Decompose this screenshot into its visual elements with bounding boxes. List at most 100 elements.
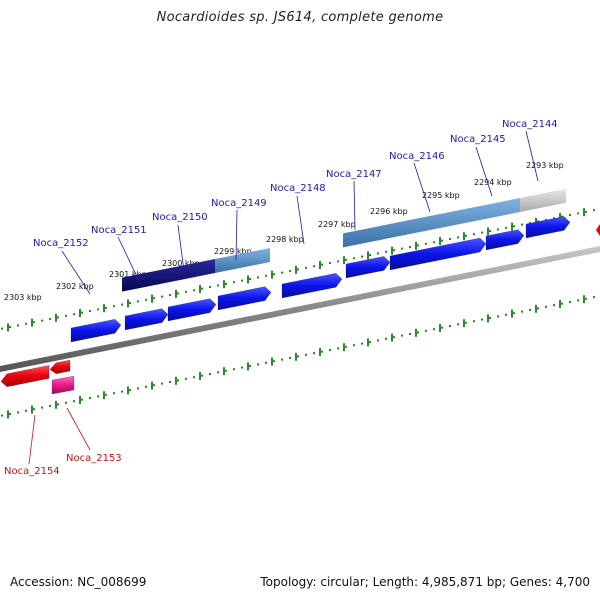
kbp-tick-label: 2301 kbp xyxy=(109,270,147,279)
kbp-tick-label: 2303 kbp xyxy=(4,293,42,302)
band-steel xyxy=(343,198,520,248)
upper-scale-dot xyxy=(225,282,227,285)
lower-scale-dot xyxy=(505,313,507,316)
gene-label-forward: Noca_2150 xyxy=(152,212,208,223)
lower-scale-dot xyxy=(185,377,187,380)
gene-arrow-reverse xyxy=(51,375,75,395)
upper-scale-dot xyxy=(345,258,347,261)
gene-arrows xyxy=(0,216,600,395)
lower-scale-dot xyxy=(313,352,315,355)
map-title: Nocardioides sp. JS614, complete genome xyxy=(156,10,444,25)
upper-scale-dot xyxy=(65,314,67,317)
kbp-tick-label: 2302 kbp xyxy=(56,282,94,291)
band-navy xyxy=(122,259,215,292)
upper-scale-dot xyxy=(105,306,107,309)
lower-scale-dot xyxy=(457,323,459,326)
upper-scale-dot xyxy=(593,209,595,212)
upper-scale-dot xyxy=(17,324,19,327)
lower-scale-dot xyxy=(265,361,267,364)
lower-scale-dot xyxy=(9,413,11,415)
lower-scale-dot xyxy=(281,358,283,361)
upper-scale-dot xyxy=(169,294,171,296)
upper-scale-dot xyxy=(41,319,43,322)
lower-scale-dot xyxy=(369,341,371,343)
lower-scale-dot xyxy=(137,387,139,390)
upper-scale-dot xyxy=(241,279,243,282)
upper-scale-dot xyxy=(377,252,379,255)
lower-scale-dot xyxy=(289,357,291,359)
gene-arrow-reverse xyxy=(49,359,71,375)
upper-scale-dot xyxy=(217,284,219,287)
upper-scale-dot xyxy=(537,220,539,223)
upper-scale-dot xyxy=(153,297,155,300)
leader-line xyxy=(61,250,91,295)
lower-scale-dot xyxy=(473,320,475,323)
gene-label-forward: Noca_2148 xyxy=(270,183,326,194)
upper-scale-dot xyxy=(249,278,251,280)
lower-scale-dot xyxy=(537,307,539,310)
lower-scale-dot xyxy=(353,344,355,347)
upper-scale-dot xyxy=(73,313,75,316)
lower-scale-dot xyxy=(361,342,363,345)
gene-arrow xyxy=(217,286,272,311)
upper-scale-dot xyxy=(513,225,515,228)
lower-scale-dot xyxy=(337,347,339,350)
lower-scale-dot xyxy=(1,414,3,417)
lower-scale-dot xyxy=(417,331,419,334)
leader-line xyxy=(353,180,356,231)
lower-scale-dot xyxy=(385,337,387,340)
upper-scale-dot xyxy=(81,311,83,314)
upper-scale-dot xyxy=(177,292,179,295)
upper-scale-dot xyxy=(209,286,211,288)
upper-scale-dot xyxy=(385,250,387,253)
lower-scale-dot xyxy=(593,296,595,299)
forward-scale-track: 2303 kbp 2302 kbp 2301 kbp 2300 kbp 2299 kbp… xyxy=(1,161,595,332)
lower-scale-dot xyxy=(89,397,91,399)
upper-scale-dot xyxy=(337,260,339,263)
kbp-tick-label: 2298 kbp xyxy=(266,235,304,244)
upper-scale-dot xyxy=(97,308,99,311)
lower-scale-dot xyxy=(273,360,275,363)
lower-scale-dot xyxy=(121,390,123,393)
lower-scale-dot xyxy=(73,400,75,403)
gene-label-reverse: Noca_2154 xyxy=(4,466,60,477)
upper-scale-dot xyxy=(185,290,187,293)
lower-scale-dot xyxy=(257,363,259,366)
lower-scale-dot xyxy=(489,317,491,319)
lower-scale-dot xyxy=(529,309,531,311)
kbp-tick-label: 2297 kbp xyxy=(318,220,356,229)
lower-scale-dot xyxy=(145,385,147,388)
upper-scale-dot xyxy=(321,263,323,266)
gene-arrow xyxy=(389,237,487,271)
upper-scale-dot xyxy=(33,321,35,324)
kbp-tick-label: 2294 kbp xyxy=(474,178,512,187)
lower-scale-dot xyxy=(393,336,395,339)
gene-label-forward: Noca_2144 xyxy=(502,119,558,130)
upper-scale-dot xyxy=(137,300,139,303)
lower-scale-dot xyxy=(113,392,115,395)
gene-label-forward: Noca_2147 xyxy=(326,169,382,180)
upper-scale-dot xyxy=(121,303,123,306)
lower-scale-dot xyxy=(569,301,571,303)
reverse-scale-track xyxy=(1,295,595,419)
lower-scale-dot xyxy=(521,310,523,313)
leader-line xyxy=(475,146,493,197)
kbp-tick-label: 2299 kbp xyxy=(214,247,252,256)
lower-scale-dot xyxy=(577,299,579,302)
gene-arrow xyxy=(525,216,571,239)
gene-label-forward: Noca_2152 xyxy=(33,238,89,249)
lower-scale-dot xyxy=(481,318,483,321)
lower-scale-dot xyxy=(241,366,243,369)
gene-label-forward: Noca_2149 xyxy=(211,198,267,209)
lower-scale-dot xyxy=(553,304,555,307)
lower-scale-dot xyxy=(17,411,19,414)
gene-arrow-reverse xyxy=(0,365,50,388)
upper-scale-dot xyxy=(113,305,115,308)
leader-line xyxy=(177,224,185,272)
upper-scale-dot xyxy=(313,265,315,268)
gene-arrow xyxy=(281,272,343,299)
upper-scale-dot xyxy=(257,276,259,279)
lower-scale-dot xyxy=(209,373,211,375)
kbp-tick-label: 2293 kbp xyxy=(526,161,564,170)
